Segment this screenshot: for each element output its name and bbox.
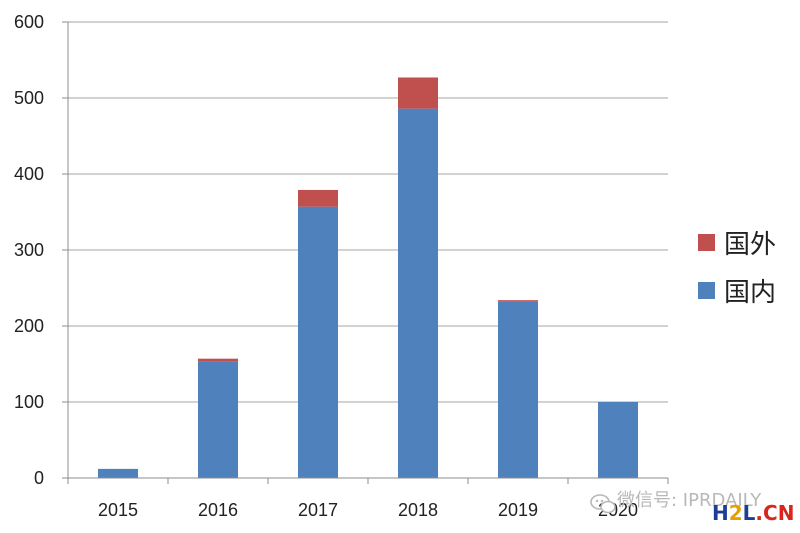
x-tick-labels: 2015 2016 2017 2018 2019 2020 — [98, 500, 638, 520]
bar-foreign-2019 — [498, 300, 538, 302]
legend-label: 国内 — [724, 278, 776, 308]
site-logo-cn: .CN — [755, 501, 794, 525]
site-logo-l: L — [743, 501, 756, 525]
x-tick-label: 2016 — [198, 500, 238, 520]
y-tick-label: 0 — [34, 468, 44, 488]
bar-foreign-2018 — [398, 77, 438, 109]
x-tick-label: 2015 — [98, 500, 138, 520]
legend-label: 国外 — [724, 230, 776, 260]
y-tick-label: 300 — [14, 240, 44, 260]
axes — [62, 21, 669, 484]
grid-lines — [68, 21, 668, 403]
bar-domestic-2017 — [298, 206, 338, 478]
wechat-icon — [590, 494, 616, 514]
bar-domestic-2020 — [598, 402, 638, 478]
watermark: 微信号: IPRDAILY H2L.CN — [590, 490, 794, 525]
x-tick-label: 2017 — [298, 500, 338, 520]
bar-foreign-2017 — [298, 189, 338, 207]
x-tick-label: 2019 — [498, 500, 538, 520]
y-tick-labels: 0 100 200 300 400 500 600 — [14, 12, 44, 488]
site-logo-2: 2 — [729, 501, 743, 525]
x-tick-label: 2018 — [398, 500, 438, 520]
site-logo-text: H2L.CN — [712, 501, 794, 525]
legend-swatch — [698, 282, 715, 299]
wechat-id-text: 微信号: IPRDAILY — [617, 490, 762, 511]
y-tick-label: 400 — [14, 164, 44, 184]
bar-foreign-2016 — [198, 358, 238, 362]
bar-domestic-2015 — [98, 468, 138, 478]
y-tick-label: 200 — [14, 316, 44, 336]
bar-domestic-2016 — [198, 361, 238, 478]
y-tick-label: 600 — [14, 12, 44, 32]
site-logo-h: H — [712, 501, 729, 525]
bar-domestic-2018 — [398, 108, 438, 478]
legend-swatch — [698, 234, 715, 251]
y-tick-label: 100 — [14, 392, 44, 412]
bars — [98, 77, 638, 478]
bar-domestic-2019 — [498, 301, 538, 478]
y-tick-label: 500 — [14, 88, 44, 108]
